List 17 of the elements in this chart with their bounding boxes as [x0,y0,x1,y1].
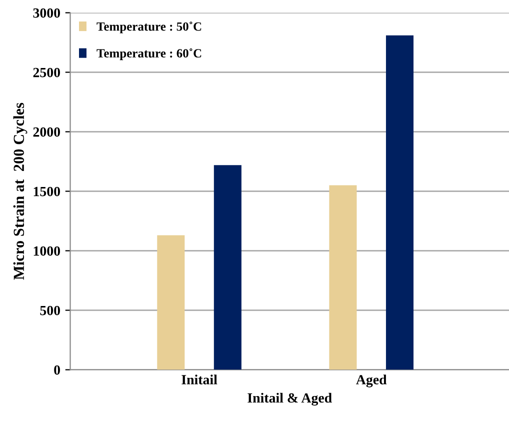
legend-label: Temperature : 60˚C [96,48,202,60]
x-tick-label: Aged [356,374,387,388]
y-tick-label: 0 [54,365,60,375]
y-tick-label: 1000 [34,246,60,256]
x-tick-label: Initail [182,374,218,384]
y-tick-label: 1500 [34,186,60,196]
y-tick-label: 500 [40,306,60,316]
bar [214,165,242,370]
y-tick-label: 2500 [33,68,60,78]
bar [386,35,414,370]
bar [157,235,185,370]
legend-label: Temperature : 50˚C [96,22,202,34]
x-axis-title: Initail & Aged [248,392,332,406]
y-axis-title: Micro Strain at 200 Cycles [13,102,28,280]
bar [329,185,357,370]
y-tick-label: 3000 [33,8,60,18]
y-tick-label: 2000 [33,127,60,137]
